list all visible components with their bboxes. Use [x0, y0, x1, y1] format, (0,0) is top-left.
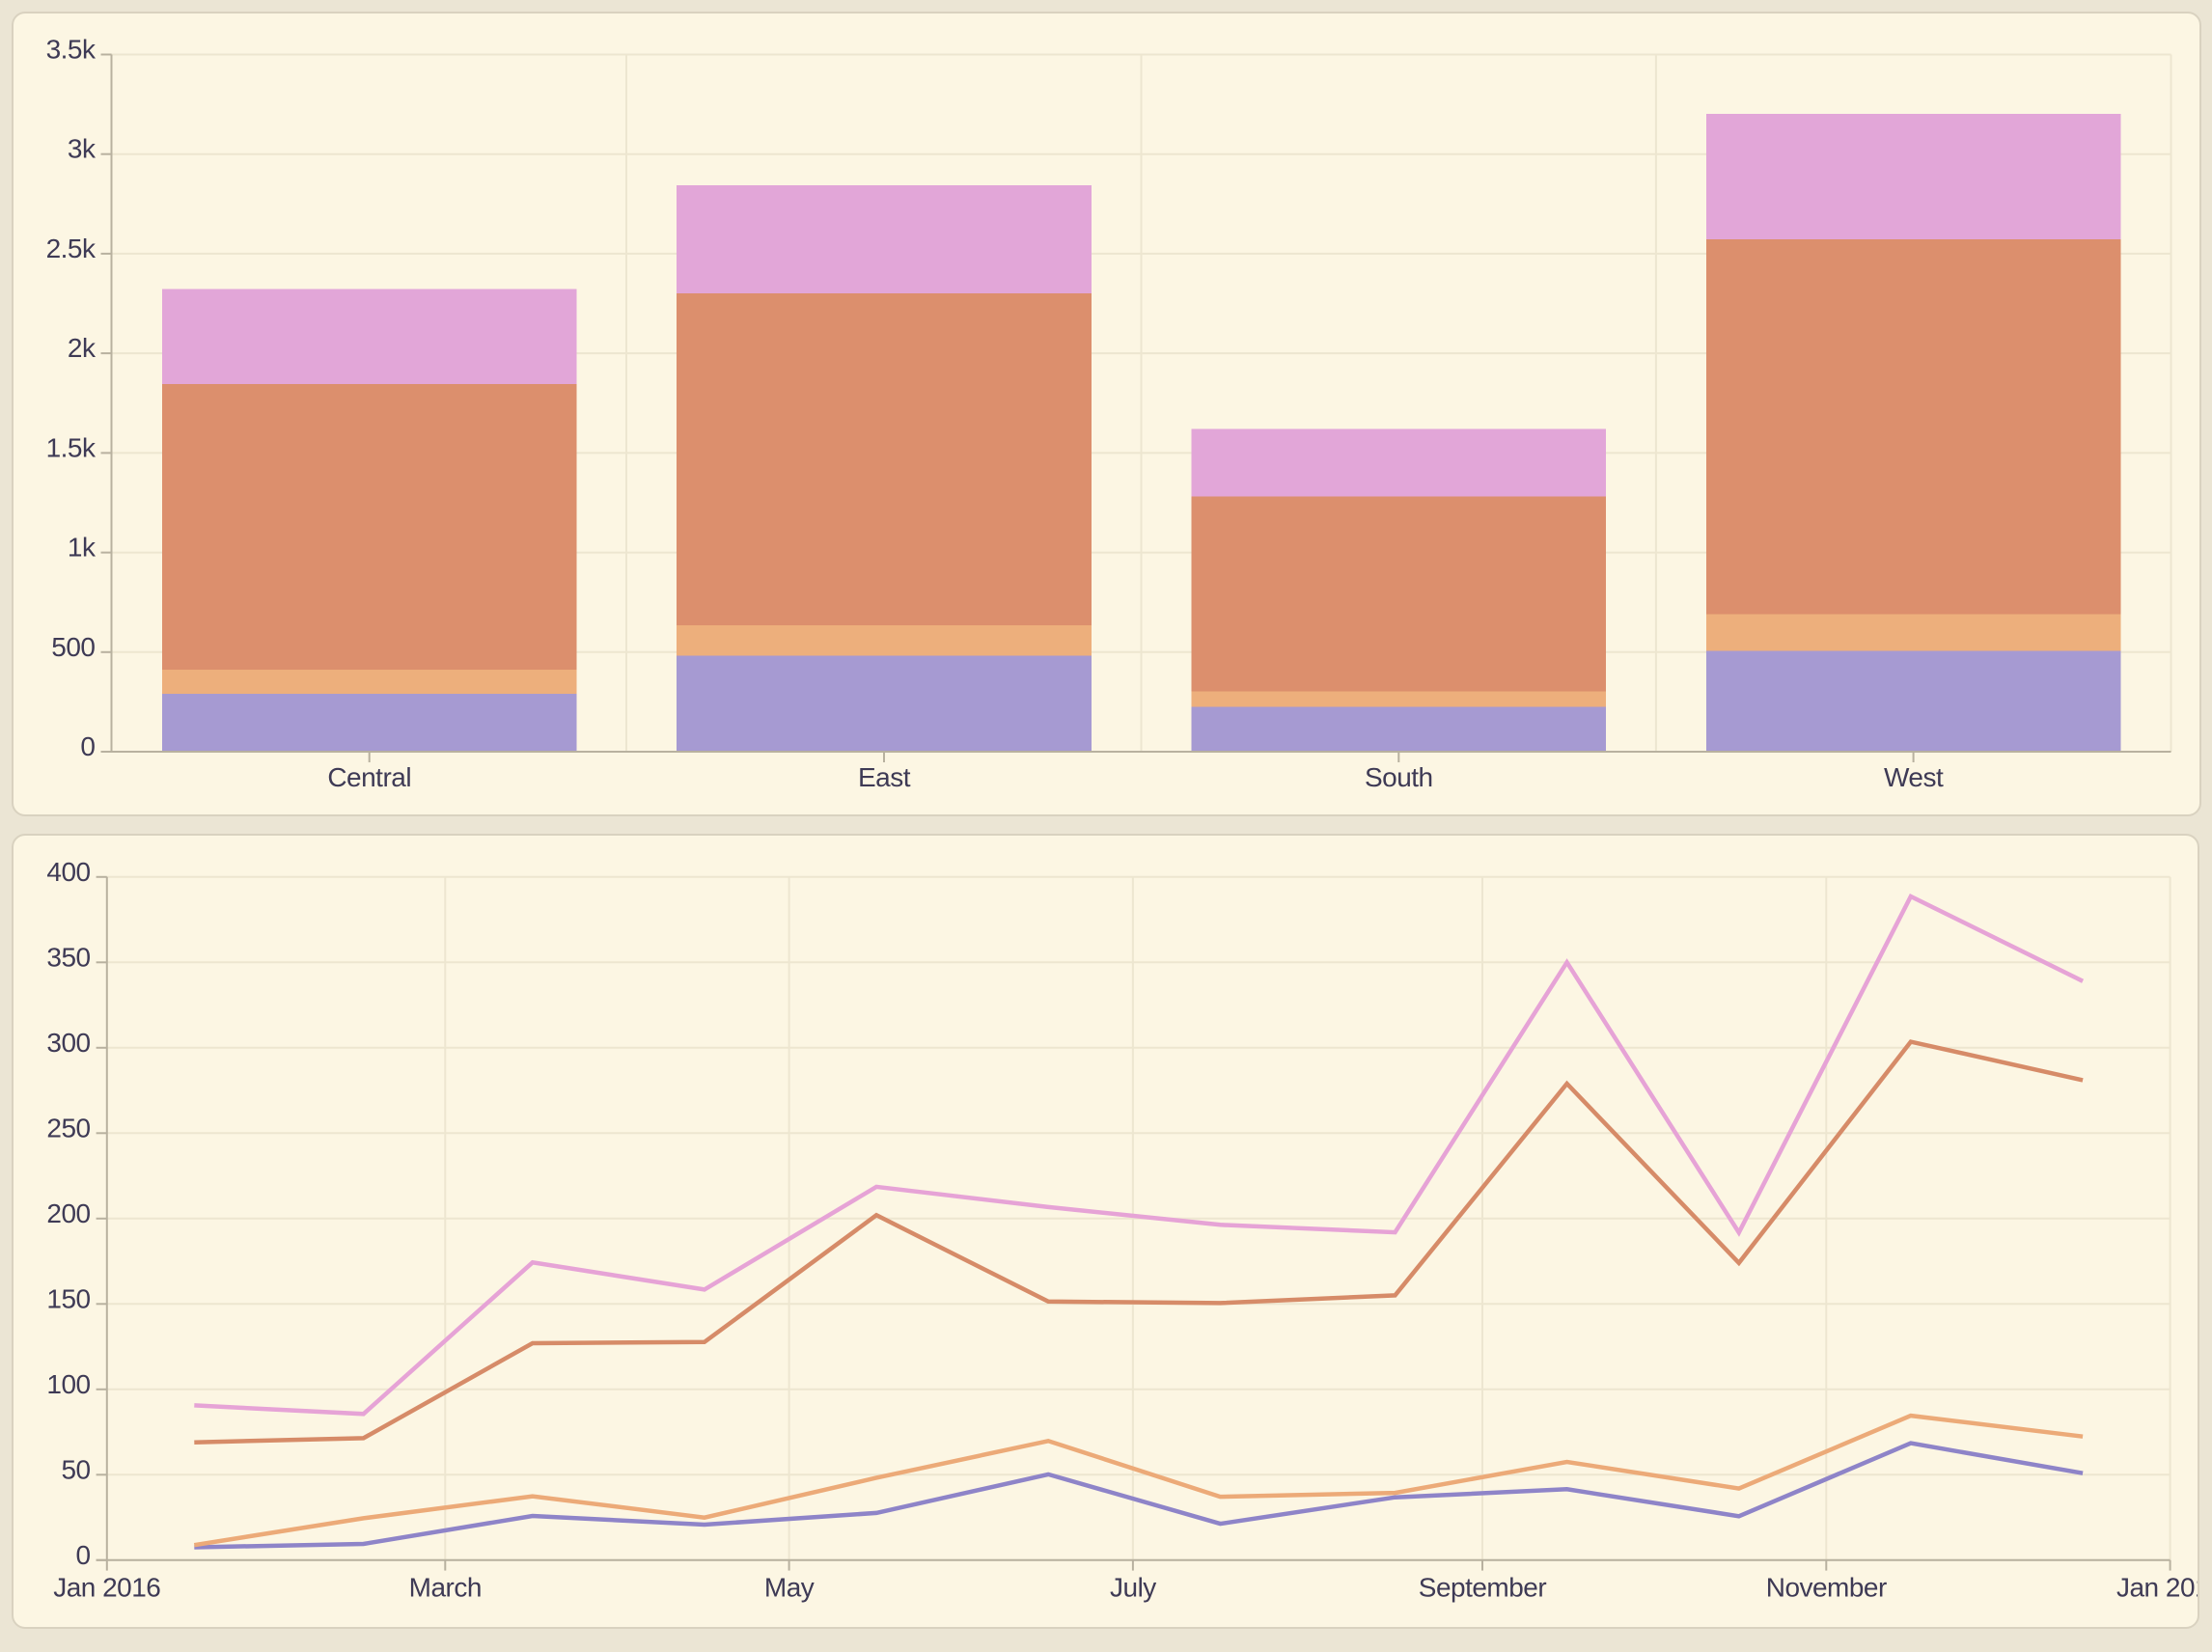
- svg-text:1.5k: 1.5k: [45, 432, 96, 462]
- svg-text:2k: 2k: [67, 333, 96, 363]
- svg-text:Central: Central: [327, 762, 411, 792]
- svg-text:March: March: [409, 1573, 482, 1603]
- svg-text:South: South: [1364, 762, 1432, 792]
- svg-text:May: May: [764, 1573, 815, 1603]
- svg-text:250: 250: [47, 1114, 91, 1143]
- svg-text:September: September: [1419, 1573, 1547, 1603]
- svg-text:50: 50: [62, 1455, 91, 1485]
- svg-text:200: 200: [47, 1198, 91, 1228]
- svg-text:1k: 1k: [67, 533, 96, 563]
- svg-text:350: 350: [47, 943, 91, 973]
- svg-text:3.5k: 3.5k: [45, 35, 96, 65]
- svg-text:0: 0: [80, 731, 95, 761]
- svg-text:West: West: [1883, 762, 1943, 792]
- svg-text:500: 500: [51, 632, 95, 662]
- svg-text:400: 400: [47, 857, 91, 887]
- svg-text:300: 300: [47, 1028, 91, 1058]
- svg-text:East: East: [857, 762, 910, 792]
- svg-text:July: July: [1110, 1573, 1156, 1603]
- svg-text:2.5k: 2.5k: [45, 234, 96, 263]
- svg-text:3k: 3k: [67, 134, 96, 164]
- svg-text:Jan 2016: Jan 2016: [54, 1573, 161, 1603]
- svg-text:Jan 2017: Jan 2017: [2116, 1573, 2198, 1603]
- svg-text:0: 0: [76, 1540, 91, 1570]
- svg-text:November: November: [1766, 1573, 1887, 1603]
- svg-text:150: 150: [47, 1284, 91, 1314]
- svg-text:100: 100: [47, 1369, 91, 1399]
